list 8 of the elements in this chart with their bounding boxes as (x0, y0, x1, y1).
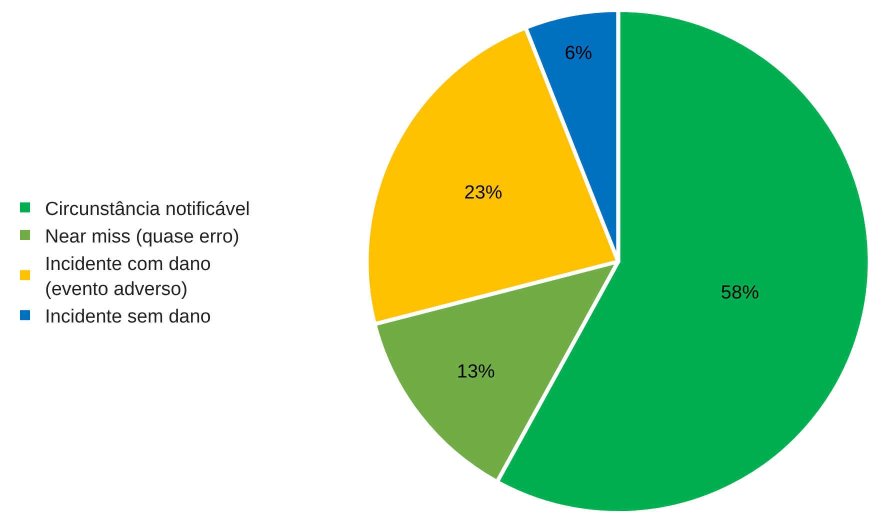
data-label: 13% (456, 361, 496, 382)
data-label: 58% (720, 282, 760, 304)
legend-label: Incidente com dano (evento adverso) (45, 254, 211, 300)
data-label: 23% (464, 182, 502, 204)
legend-label: Circunstância notificável (45, 198, 250, 220)
legend-label: Incidente sem dano (45, 306, 211, 328)
data-label: 6% (564, 42, 592, 64)
legend-label: Near miss (quase erro) (45, 226, 240, 248)
